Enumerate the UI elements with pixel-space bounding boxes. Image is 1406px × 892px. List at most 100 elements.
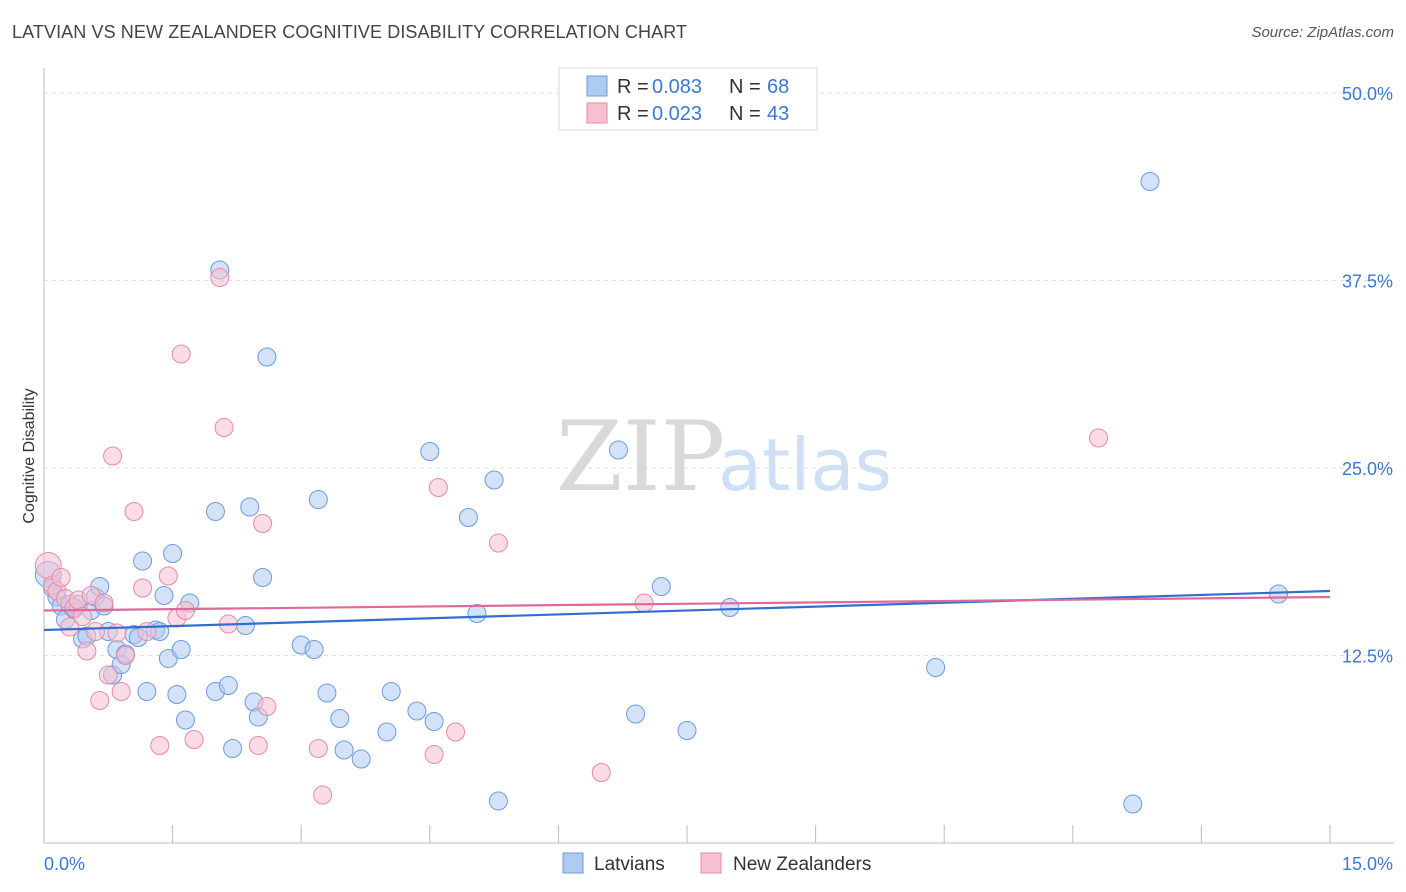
series-legend: Latvians New Zealanders — [562, 852, 871, 875]
point-new-zealanders-33 — [257, 697, 277, 716]
point-new-zealanders-29 — [214, 418, 234, 437]
point-new-zealanders-18 — [115, 646, 135, 665]
point-new-zealanders-31 — [248, 736, 268, 755]
point-latvians-45 — [308, 490, 328, 509]
point-new-zealanders-34 — [308, 739, 328, 758]
legend-n-value-new-zealanders: 43 — [767, 103, 789, 125]
point-new-zealanders-22 — [150, 736, 170, 755]
legend-swatch-latvians — [586, 75, 608, 97]
x-tick-label-0: 0.0% — [44, 854, 85, 874]
point-new-zealanders-32 — [253, 514, 273, 533]
legend-r-label-new-zealanders: R = — [617, 103, 649, 125]
legend-swatch-new-zealanders — [586, 102, 608, 124]
point-latvians-48 — [334, 740, 354, 760]
point-new-zealanders-41 — [634, 593, 654, 613]
point-latvians-25 — [154, 586, 174, 605]
point-latvians-29 — [171, 640, 191, 659]
point-latvians-67 — [1269, 584, 1289, 604]
point-latvians-52 — [407, 701, 427, 721]
point-new-zealanders-3 — [51, 568, 71, 587]
point-new-zealanders-13 — [94, 593, 114, 613]
point-latvians-65 — [1140, 172, 1160, 191]
point-latvians-27 — [163, 544, 183, 563]
y-tick-label-1: 25.0% — [1342, 459, 1393, 479]
point-latvians-50 — [377, 722, 397, 742]
point-new-zealanders-25 — [171, 344, 191, 364]
point-latvians-61 — [626, 704, 646, 724]
point-new-zealanders-39 — [488, 533, 508, 553]
point-latvians-66 — [1123, 794, 1143, 814]
point-new-zealanders-37 — [428, 478, 448, 497]
point-latvians-49 — [351, 749, 371, 769]
point-new-zealanders-38 — [446, 722, 466, 742]
point-latvians-59 — [608, 440, 628, 460]
point-latvians-60 — [651, 577, 671, 596]
point-latvians-41 — [253, 568, 273, 587]
point-new-zealanders-11 — [85, 622, 105, 641]
point-latvians-55 — [458, 508, 478, 527]
y-tick-label-2: 37.5% — [1342, 272, 1393, 292]
chart-title: LATVIAN VS NEW ZEALANDER COGNITIVE DISAB… — [12, 22, 688, 42]
point-latvians-32 — [205, 502, 225, 521]
stats-legend: R = 0.083 N = 68 R = 0.023 N = 43 — [558, 67, 818, 131]
point-new-zealanders-21 — [137, 622, 157, 641]
point-latvians-36 — [223, 739, 243, 758]
point-new-zealanders-19 — [124, 502, 144, 521]
gridlines — [44, 92, 1394, 656]
point-latvians-58 — [488, 791, 508, 811]
point-new-zealanders-15 — [103, 446, 123, 466]
point-new-zealanders-17 — [111, 682, 131, 701]
point-new-zealanders-28 — [210, 268, 230, 287]
legend-r-label-latvians: R = — [617, 76, 649, 98]
source-label: Source: ZipAtlas.com — [1251, 24, 1394, 41]
point-latvians-22 — [137, 682, 157, 701]
point-new-zealanders-5 — [60, 617, 80, 637]
data-points — [34, 172, 1289, 814]
point-new-zealanders-26 — [175, 601, 195, 620]
point-latvians-64 — [926, 658, 946, 677]
point-latvians-62 — [677, 721, 697, 740]
point-new-zealanders-12 — [90, 691, 110, 710]
watermark-zip: ZIP — [556, 401, 725, 513]
point-latvians-53 — [420, 442, 440, 461]
trend-line-new-zealanders — [43, 595, 1331, 612]
bottom-legend-swatch-new-zealanders[interactable] — [700, 852, 722, 874]
legend-r-value-new-zealanders: 0.023 — [652, 103, 702, 125]
point-latvians-28 — [167, 685, 187, 704]
point-new-zealanders-14 — [98, 665, 118, 685]
point-latvians-42 — [257, 347, 277, 367]
point-latvians-51 — [381, 682, 401, 701]
point-latvians-44 — [304, 640, 324, 659]
point-latvians-38 — [240, 497, 260, 517]
point-new-zealanders-35 — [313, 785, 333, 805]
legend-r-value-latvians: 0.083 — [652, 76, 702, 98]
legend-n-label-new-zealanders: N = — [729, 103, 761, 125]
watermark: ZIP atlas — [556, 401, 892, 513]
bottom-legend-swatch-latvians[interactable] — [562, 852, 584, 874]
bottom-legend-label-new-zealanders[interactable]: New Zealanders — [733, 854, 871, 875]
y-tick-labels: 12.5% 25.0% 37.5% 50.0% — [1342, 84, 1393, 667]
x-tick-label-1: 15.0% — [1342, 854, 1393, 874]
y-axis-label: Cognitive Disability — [21, 388, 38, 523]
point-latvians-30 — [175, 710, 195, 730]
point-new-zealanders-27 — [184, 730, 204, 749]
y-tick-label-0: 12.5% — [1342, 647, 1393, 667]
point-latvians-56 — [467, 604, 487, 623]
point-latvians-37 — [235, 616, 255, 635]
axes — [43, 68, 1394, 844]
point-latvians-47 — [330, 709, 350, 728]
legend-n-label-latvians: N = — [729, 76, 761, 98]
point-new-zealanders-23 — [158, 566, 178, 586]
point-latvians-57 — [484, 470, 504, 490]
point-latvians-63 — [720, 598, 740, 617]
point-latvians-21 — [133, 551, 153, 571]
watermark-atlas: atlas — [718, 423, 892, 507]
point-latvians-35 — [218, 676, 238, 695]
point-new-zealanders-42 — [1089, 428, 1109, 448]
point-new-zealanders-36 — [424, 745, 444, 764]
point-new-zealanders-9 — [77, 641, 97, 661]
bottom-legend-label-latvians[interactable]: Latvians — [594, 854, 665, 875]
trend-line-latvians — [43, 589, 1331, 632]
point-latvians-46 — [317, 683, 337, 703]
